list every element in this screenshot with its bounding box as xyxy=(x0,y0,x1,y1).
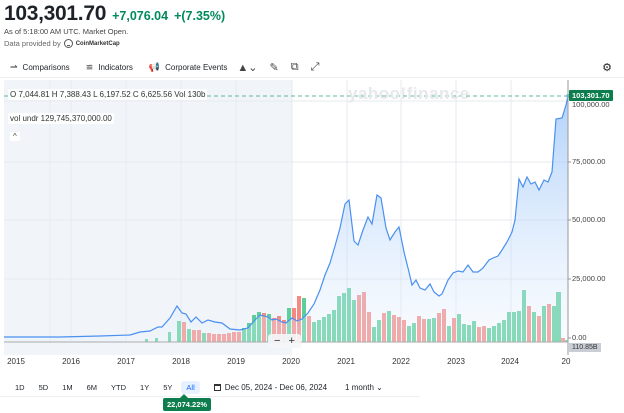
as-of-timestamp: As of 5:18:00 AM UTC. Market Open. xyxy=(4,27,129,36)
range-1m[interactable]: 1M xyxy=(62,382,73,392)
y-label-25000: 25,000.00 xyxy=(572,274,606,283)
x-label: 2022 xyxy=(392,357,410,366)
range-all[interactable]: All xyxy=(181,380,200,394)
x-label: 2024 xyxy=(501,357,519,366)
price-chart[interactable]: yahoo!finance O 7,044.81 H 7,388.43 L 6,… xyxy=(0,80,624,355)
range-selector: 1D 5D 1M 6M YTD 1Y 5Y All Dec 05, 2024 -… xyxy=(0,380,624,394)
indicators-icon: ≌ xyxy=(85,62,94,72)
provider-name: CoinMarketCap xyxy=(75,40,120,47)
y-label-100000: 100,000.00 xyxy=(572,100,610,109)
x-axis: 2015 2016 2017 2018 2019 2020 2021 2022 … xyxy=(0,355,570,369)
corporate-events-button[interactable]: 📢 Corporate Events xyxy=(149,62,227,73)
current-price: 103,301.70 xyxy=(4,2,107,25)
comparisons-label: Comparisons xyxy=(22,63,70,72)
y-label-50000: 50,000.00 xyxy=(572,215,606,224)
range-1y[interactable]: 1Y xyxy=(140,382,150,392)
date-range-picker[interactable]: Dec 05, 2024 - Dec 06, 2024 xyxy=(213,382,328,392)
calendar-icon xyxy=(213,383,221,391)
vol-undr-legend: vol undr 129,745,370,000.00 xyxy=(8,113,114,124)
date-range-text: Dec 05, 2024 - Dec 06, 2024 xyxy=(224,382,328,392)
price-change: +7,076.04 xyxy=(112,9,169,23)
range-5d[interactable]: 5D xyxy=(38,382,49,392)
x-label: 2021 xyxy=(337,357,355,366)
divider xyxy=(0,396,420,397)
last-price-badge: 103,301.70 xyxy=(569,90,613,101)
corporate-events-label: Corporate Events xyxy=(165,63,228,72)
copy-layers-icon[interactable]: ⧉ xyxy=(290,61,299,73)
mountain-chart-type-icon[interactable]: ▲⌄ xyxy=(237,62,258,74)
quote-header: 103,301.70 +7,076.04 +(7.35%) As of 5:18… xyxy=(4,2,225,48)
y-label-75000: 75,000.00 xyxy=(572,157,606,166)
megaphone-icon: 📢 xyxy=(148,62,161,72)
range-ytd[interactable]: YTD xyxy=(111,382,127,392)
range-6m[interactable]: 6M xyxy=(86,382,98,392)
zoom-out-button[interactable]: − xyxy=(274,335,281,347)
interval-dropdown[interactable]: 1 month ⌄ xyxy=(345,382,383,392)
x-label: 2016 xyxy=(62,357,80,366)
yahoo-finance-watermark: yahoo!finance xyxy=(348,84,470,103)
provider-label: Data provided by xyxy=(4,39,61,48)
volume-badge: 110.85B xyxy=(569,343,601,352)
all-range-percent-badge: 22,074.22% xyxy=(163,394,212,411)
comparisons-icon: ⇀ xyxy=(10,62,18,72)
x-label: 2020 xyxy=(282,357,300,366)
gear-icon[interactable]: ⚙ xyxy=(602,62,612,74)
historical-shade xyxy=(4,80,292,355)
range-5y[interactable]: 5Y xyxy=(163,382,173,392)
pencil-draw-icon[interactable]: ✎ xyxy=(269,62,279,74)
zoom-in-button[interactable]: + xyxy=(288,335,295,347)
zoom-control: − + xyxy=(268,334,301,348)
ohlc-legend: O 7,044.81 H 7,388.43 L 6,197.52 C 6,625… xyxy=(8,89,208,100)
x-label: 2018 xyxy=(172,357,190,366)
comparisons-button[interactable]: ⇀ Comparisons xyxy=(10,62,70,73)
data-provider: Data provided by CoinMarketCap xyxy=(4,39,225,48)
collapse-legend-button[interactable]: ^ xyxy=(10,132,20,141)
price-change-percent: +(7.35%) xyxy=(174,9,226,23)
chart-canvas xyxy=(4,80,571,355)
x-label: 2023 xyxy=(447,357,465,366)
coinmarketcap-logo-icon xyxy=(63,39,73,48)
expand-icon[interactable]: ⤢ xyxy=(310,61,320,73)
range-1d[interactable]: 1D xyxy=(15,382,25,392)
indicators-button[interactable]: ≌ Indicators xyxy=(86,62,133,73)
indicators-label: Indicators xyxy=(98,63,133,72)
x-label: 20 xyxy=(561,357,571,366)
chart-toolbar: ⇀ Comparisons ≌ Indicators 📢 Corporate E… xyxy=(0,58,624,78)
x-label: 2019 xyxy=(227,357,245,366)
y-label-0: 0.00 xyxy=(572,333,587,342)
x-label: 2017 xyxy=(117,357,135,366)
x-label: 2015 xyxy=(7,357,25,366)
